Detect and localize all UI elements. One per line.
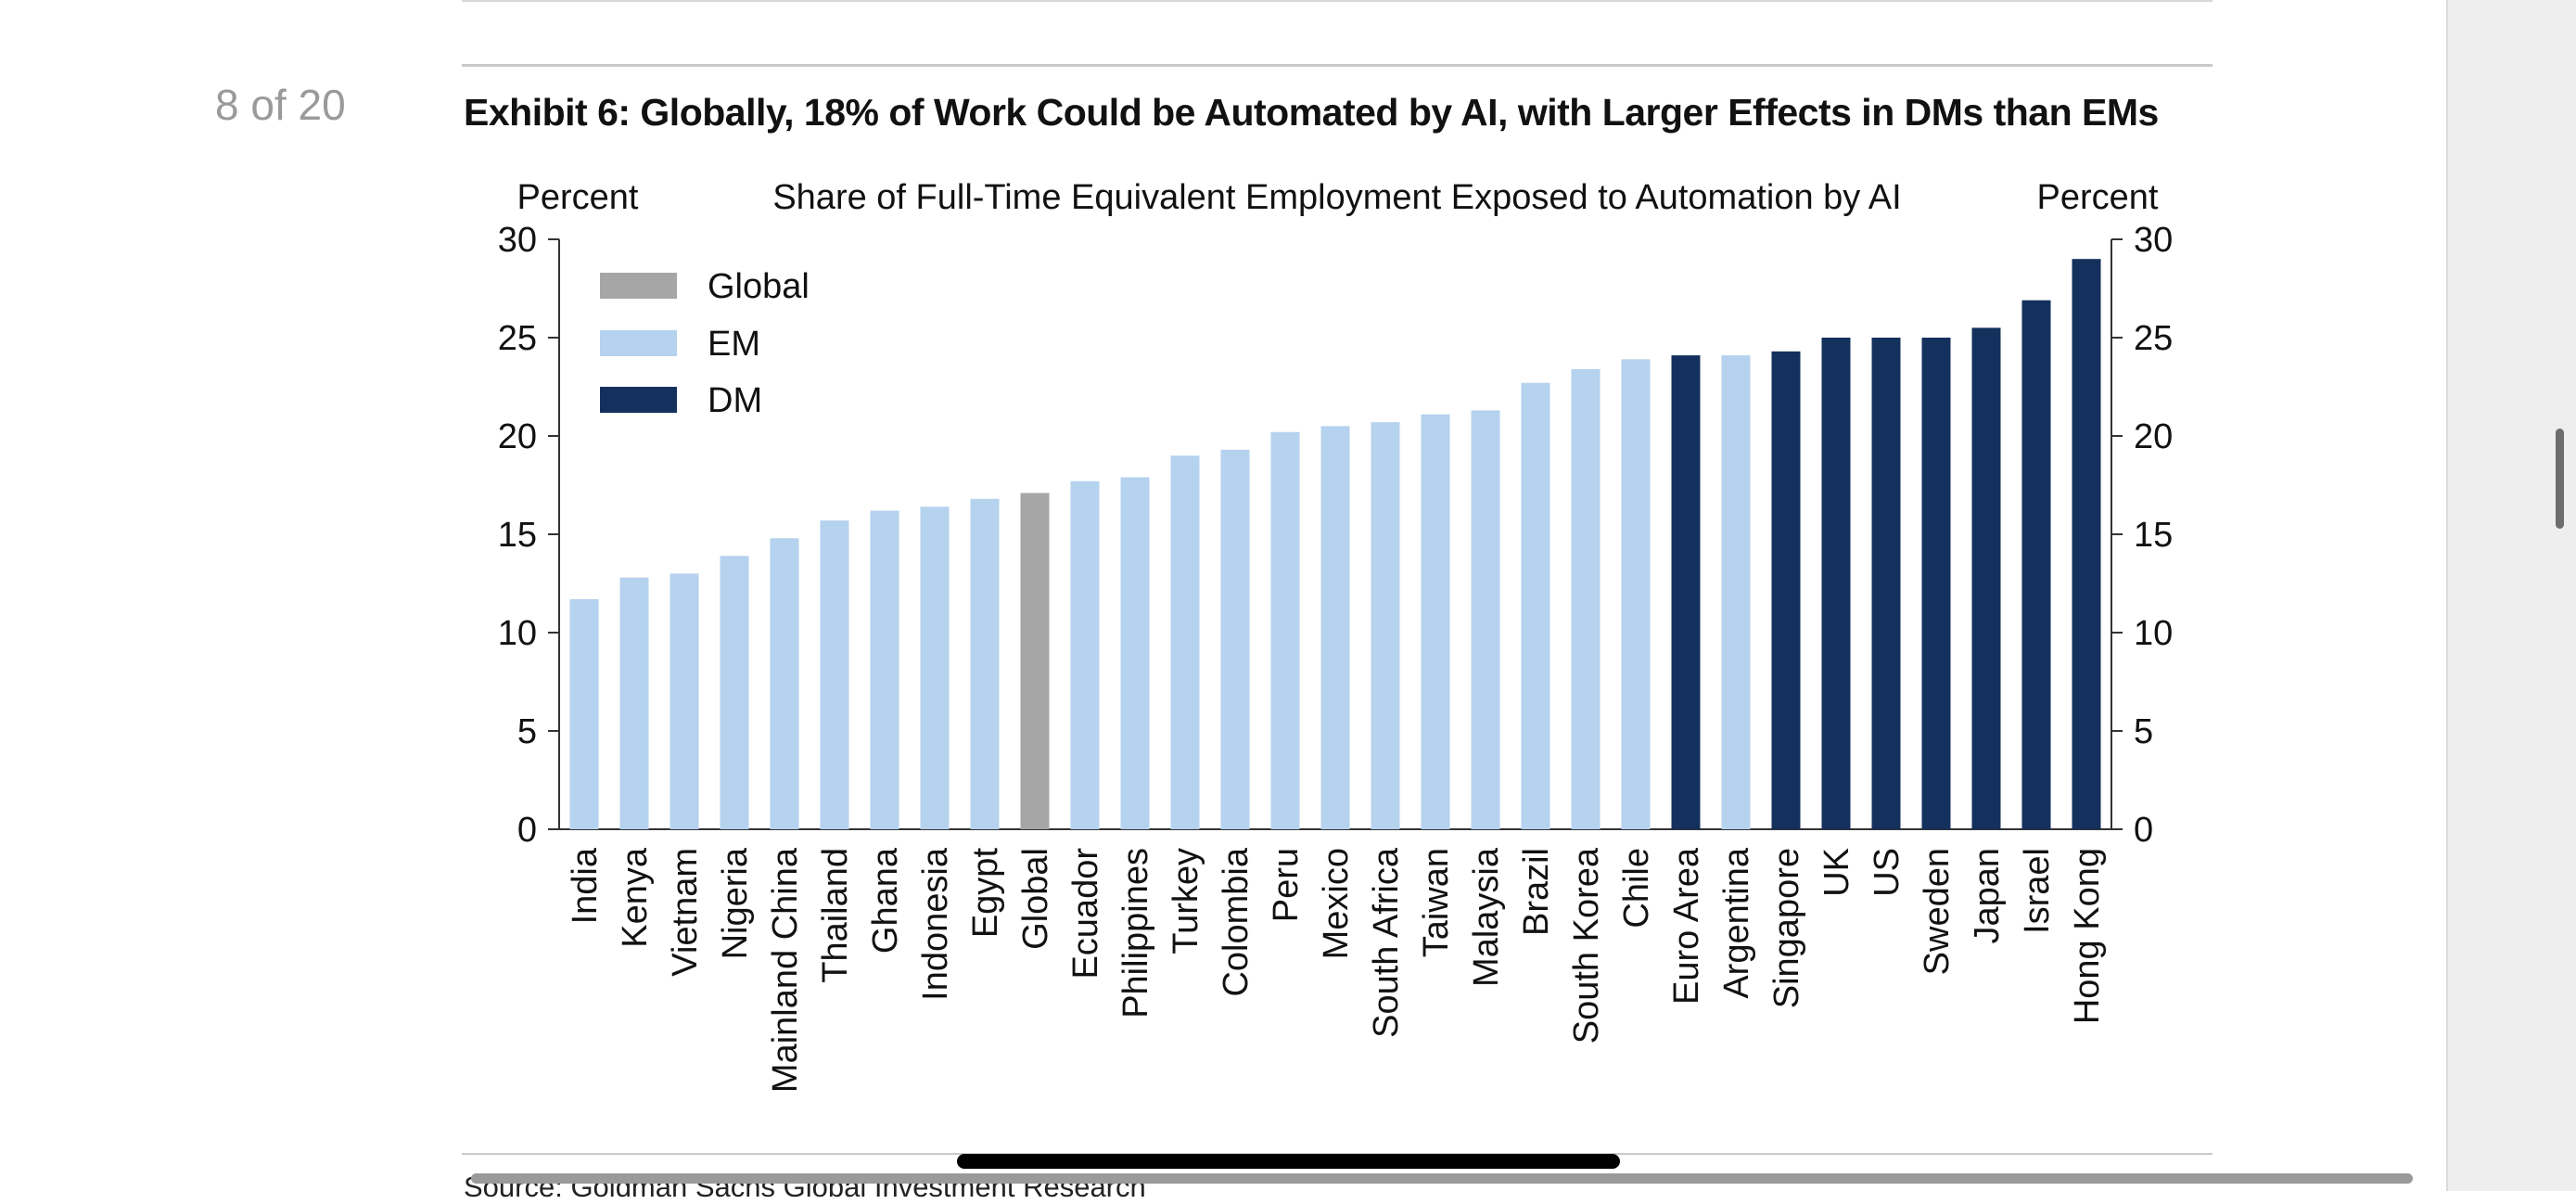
bar-nigeria	[720, 556, 749, 829]
x-category-label: Colombia	[1217, 847, 1256, 996]
y-tick-label-right: 5	[2134, 712, 2153, 751]
x-category-label: Kenya	[616, 847, 655, 948]
x-category-label: Mainland China	[766, 847, 805, 1093]
bar-chart: 0 0 5 5 10 10 15 15 20 20 25 25 30 30 Percent Percent Sh…	[498, 178, 2174, 1093]
bar-philippines	[1120, 477, 1150, 829]
y-tick-label-right: 15	[2134, 516, 2173, 555]
x-category-label: Israel	[2018, 848, 2057, 934]
bar-sweden	[1921, 338, 1951, 829]
bar-taiwan	[1421, 414, 1450, 829]
bar-euro-area	[1671, 355, 1701, 829]
bar-ecuador	[1070, 480, 1100, 829]
bar-uk	[1821, 338, 1851, 829]
y-tick-label-left: 30	[498, 221, 537, 260]
y-tick-label-left: 25	[498, 319, 537, 358]
x-category-label: Argentina	[1717, 847, 1756, 999]
x-category-label: Nigeria	[716, 847, 755, 959]
x-category-label: South Korea	[1567, 847, 1606, 1044]
x-category-label: Turkey	[1167, 848, 1205, 954]
bar-global	[1020, 493, 1050, 829]
bar-ghana	[870, 510, 899, 829]
x-category-label: Egypt	[966, 848, 1005, 939]
x-category-label: Philippines	[1116, 848, 1155, 1018]
chart-title: Share of Full-Time Equivalent Employment…	[772, 178, 1901, 217]
x-category-label: Thailand	[816, 848, 855, 983]
bar-south-korea	[1571, 368, 1600, 829]
bar-egypt	[970, 498, 1000, 829]
left-axis-title: Percent	[517, 178, 639, 217]
x-category-label: Hong Kong	[2068, 848, 2107, 1024]
bar-singapore	[1771, 351, 1801, 830]
x-category-label: UK	[1817, 848, 1856, 897]
chart-labels: India Kenya Vietnam Nigeria Mainland China Th…	[566, 847, 2107, 1093]
legend-swatch-em	[600, 330, 677, 356]
x-category-label: Taiwan	[1417, 848, 1456, 957]
chart-axes: 0 0 5 5 10 10 15 15 20 20 25 25 30 30 Percent Percent Sh…	[498, 178, 2174, 850]
x-category-label: Peru	[1267, 848, 1306, 922]
bar-japan	[1971, 327, 2001, 829]
document-viewer: 8 of 20 Exhibit 6: Globally, 18% of Work…	[215, 0, 2413, 1203]
x-category-label: Euro Area	[1667, 847, 1706, 1005]
x-category-label: Global	[1016, 848, 1055, 950]
bar-brazil	[1521, 382, 1550, 829]
y-tick-label-right: 0	[2134, 811, 2153, 850]
y-tick-label-left: 15	[498, 516, 537, 555]
bar-hong-kong	[2072, 259, 2101, 829]
legend-label-dm: DM	[708, 381, 762, 420]
y-tick-label-right: 10	[2134, 614, 2173, 653]
legend-swatch-global	[600, 273, 677, 299]
bar-mexico	[1320, 426, 1350, 829]
bar-india	[569, 598, 599, 829]
bar-colombia	[1220, 449, 1250, 829]
legend-swatch-dm	[600, 387, 677, 413]
y-tick-label-left: 5	[517, 712, 537, 751]
bar-mainland-china	[770, 538, 799, 829]
x-category-label: Ecuador	[1066, 848, 1105, 980]
horizontal-scrollbar[interactable]	[471, 1173, 2413, 1184]
sidebar-panel	[2446, 0, 2576, 1191]
x-category-label: Malaysia	[1467, 847, 1506, 987]
bar-peru	[1270, 431, 1300, 829]
y-tick-label-right: 20	[2134, 417, 2173, 456]
bar-south-africa	[1371, 422, 1400, 829]
bar-malaysia	[1471, 410, 1500, 829]
y-tick-label-right: 25	[2134, 319, 2173, 358]
exhibit-title: Exhibit 6: Globally, 18% of Work Could b…	[464, 91, 2159, 134]
x-category-label: Japan	[1968, 848, 2007, 944]
y-tick-label-left: 0	[517, 811, 537, 850]
page-top-edge	[462, 0, 2213, 2]
title-rule	[462, 64, 2213, 67]
y-tick-label-left: 10	[498, 614, 537, 653]
chart-legend: Global EM DM	[600, 267, 810, 420]
bar-chile	[1621, 359, 1651, 829]
x-category-label: US	[1868, 848, 1906, 897]
x-category-label: Singapore	[1767, 848, 1806, 1008]
x-category-label: Indonesia	[916, 847, 955, 1001]
x-category-label: Brazil	[1517, 848, 1556, 936]
y-tick-label-right: 30	[2134, 221, 2173, 260]
x-category-label: South Africa	[1367, 847, 1406, 1038]
legend-label-global: Global	[708, 267, 810, 306]
x-category-label: Vietnam	[666, 848, 705, 977]
bar-argentina	[1721, 355, 1751, 829]
bar-us	[1871, 338, 1901, 829]
legend-label-em: EM	[708, 325, 760, 364]
home-indicator[interactable]	[957, 1154, 1620, 1169]
y-tick-label-left: 20	[498, 417, 537, 456]
right-axis-title: Percent	[2037, 178, 2159, 217]
x-category-label: Chile	[1617, 848, 1656, 929]
x-category-label: India	[566, 847, 605, 924]
x-category-label: Mexico	[1317, 848, 1356, 959]
bar-turkey	[1170, 455, 1200, 829]
x-category-label: Ghana	[866, 847, 905, 954]
bar-vietnam	[670, 573, 699, 829]
page-indicator: 8 of 20	[215, 81, 346, 129]
chart-bars	[569, 259, 2101, 830]
bar-thailand	[820, 520, 849, 829]
bar-kenya	[619, 577, 649, 829]
x-category-label: Sweden	[1918, 848, 1957, 975]
bar-israel	[2021, 300, 2051, 830]
vertical-scrollbar-thumb[interactable]	[2556, 429, 2564, 529]
bar-indonesia	[920, 506, 950, 829]
